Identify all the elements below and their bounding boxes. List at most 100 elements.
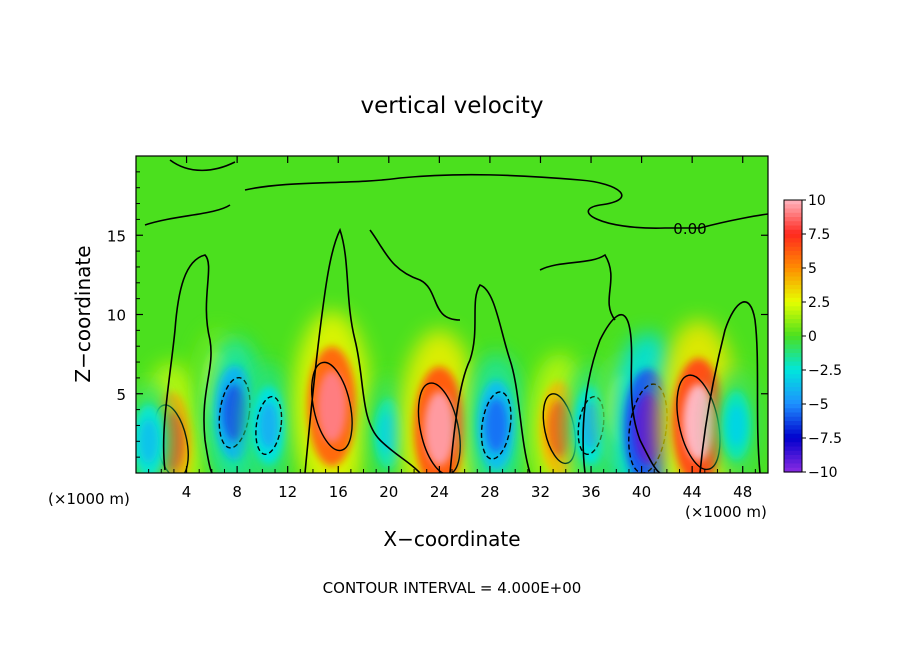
contour-line <box>539 253 616 321</box>
colorbar-swatch <box>784 293 802 299</box>
colorbar-swatch <box>784 238 802 244</box>
colorbar-swatch <box>784 387 802 392</box>
colorbar-swatch <box>784 302 802 307</box>
colorbar-swatch <box>784 242 802 248</box>
x-tick-label: 48 <box>733 483 752 501</box>
contour-interval-note: CONTOUR INTERVAL = 4.000E+00 <box>323 579 582 597</box>
colorbar-swatch <box>784 268 802 273</box>
contour-line <box>244 173 768 229</box>
field-feature <box>292 310 371 473</box>
colorbar-swatch <box>784 217 802 222</box>
x-tick-label: 8 <box>232 483 242 501</box>
colorbar-swatch <box>784 221 802 227</box>
field-feature <box>242 363 295 473</box>
colorbar-swatch <box>784 442 802 448</box>
colorbar-swatch <box>784 323 802 329</box>
field-feature <box>712 370 761 473</box>
colorbar-swatch <box>784 455 802 460</box>
colorbar-swatch <box>784 234 802 239</box>
x-tick-label: 28 <box>480 483 499 501</box>
colorbar-swatch <box>784 425 802 431</box>
colorbar-swatch <box>784 225 802 231</box>
y-axis: 5 10 15 <box>107 171 768 458</box>
contour-line <box>449 284 531 473</box>
colorbar-swatch <box>784 459 802 465</box>
z-unit-label: (×1000 m) <box>48 490 130 508</box>
colorbar-swatch <box>784 404 802 409</box>
colorbar-swatch <box>784 259 802 265</box>
y-axis-label: Z−coordinate <box>71 245 95 382</box>
colorbar-swatch <box>784 340 802 346</box>
colorbar-swatch <box>784 204 802 210</box>
colorbar-swatch <box>784 212 802 218</box>
colorbar-tick-label: −2.5 <box>808 363 842 379</box>
colorbar-swatch <box>784 382 802 388</box>
colorbar-swatch <box>784 463 802 469</box>
contour-line <box>369 229 461 321</box>
x-tick-label: 24 <box>430 483 449 501</box>
colorbar-swatch <box>784 229 802 235</box>
x-tick-label: 20 <box>379 483 398 501</box>
colorbar-swatch <box>784 297 802 303</box>
x-tick-label: 44 <box>683 483 702 501</box>
colorbar-swatch <box>784 280 802 286</box>
colorbar-swatch <box>784 421 802 426</box>
contour-lines <box>144 159 768 473</box>
colorbar-swatch <box>784 331 802 337</box>
contour-line <box>582 314 661 473</box>
x-tick-label: 4 <box>182 483 192 501</box>
colorbar-swatch <box>784 285 802 290</box>
colorbar-swatch <box>784 251 802 256</box>
colorbar-swatch <box>784 327 802 333</box>
x-unit-label: (×1000 m) <box>685 503 767 521</box>
colorbar-swatch <box>784 357 802 363</box>
colorbar-swatch <box>784 429 802 435</box>
colorbar-swatch <box>784 365 802 371</box>
colorbar-swatch <box>784 438 802 443</box>
colorbar-swatch <box>784 200 802 205</box>
colorbar-swatch <box>784 314 802 320</box>
x-axis-label: X−coordinate <box>383 527 520 551</box>
colorbar-swatch <box>784 446 802 452</box>
colorbar-swatch <box>784 272 802 278</box>
colorbar-swatch <box>784 361 802 367</box>
colorbar-swatch <box>784 263 802 269</box>
colorbar-swatch <box>784 378 802 384</box>
colorbar-swatch <box>784 370 802 375</box>
colorbar-swatch <box>784 306 802 312</box>
colorbar-tick-label: 0 <box>808 329 817 345</box>
colorbar-tick-label: 2.5 <box>808 295 830 311</box>
colorbar-swatch <box>784 310 802 316</box>
colorbar-swatch <box>784 408 802 414</box>
colorbar-tick-label: −10 <box>808 465 838 481</box>
chart-title: vertical velocity <box>361 93 544 119</box>
colorbar-swatch <box>784 208 802 214</box>
colorbar-swatch <box>784 395 802 401</box>
field-feature <box>466 353 527 473</box>
colorbar-swatch <box>784 416 802 422</box>
colorbar-tick-label: 10 <box>808 193 826 209</box>
colorbar-swatch <box>784 336 802 341</box>
y-tick-label: 5 <box>116 386 126 404</box>
colorbar-swatch <box>784 433 802 439</box>
colorbar-tick-label: 5 <box>808 261 817 277</box>
colorbar-swatch <box>784 276 802 282</box>
x-tick-label: 40 <box>632 483 651 501</box>
y-tick-label: 10 <box>107 307 126 325</box>
contour-line <box>304 227 421 473</box>
colorbar-tick-label: 7.5 <box>808 227 830 243</box>
colorbar-swatch <box>784 391 802 397</box>
colorbar-swatch <box>784 289 802 295</box>
colorbar-swatch <box>784 399 802 405</box>
contour-line <box>169 159 236 172</box>
colorbar-swatch <box>784 467 802 473</box>
x-tick-label: 36 <box>581 483 600 501</box>
x-tick-label: 12 <box>278 483 297 501</box>
colorbar-tick-label: −5 <box>808 397 829 413</box>
colorbar: 10 7.5 5 2.5 0 −2.5 −5 −7.5 −10 <box>783 193 842 481</box>
colorbar-swatch <box>784 374 802 380</box>
colorbar-swatch <box>784 450 802 456</box>
contour-line <box>162 254 213 473</box>
x-axis: 4 8 12 16 20 24 28 32 36 40 44 48 <box>148 156 756 501</box>
